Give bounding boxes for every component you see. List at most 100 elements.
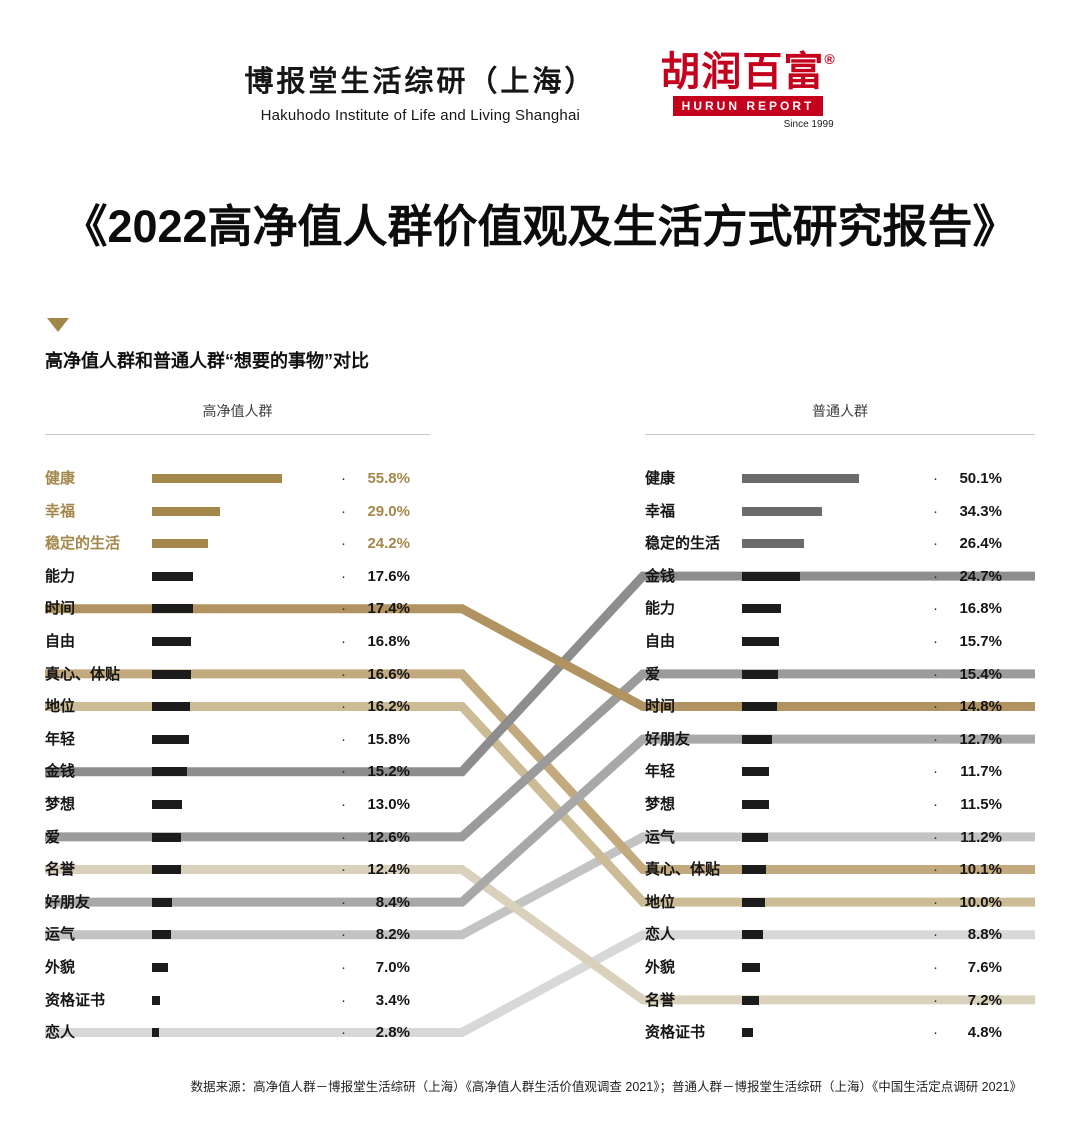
left-row-地位: 地位 · 16.2% — [45, 690, 410, 723]
separator-dot: · — [341, 796, 346, 813]
value-bar — [152, 637, 192, 646]
value-bar — [742, 637, 779, 646]
left-row-爱: 爱 · 12.6% — [45, 821, 410, 854]
value-percent: 2.8% — [375, 1024, 410, 1042]
value-percent: 3.4% — [375, 991, 410, 1009]
right-row-幸福: 幸福 · 34.3% — [645, 495, 1002, 528]
right-row-金钱: 金钱 · 24.7% — [645, 560, 1002, 593]
right-row-梦想: 梦想 · 11.5% — [645, 788, 1002, 821]
value-percent: 16.8% — [959, 600, 1002, 618]
value-bar — [742, 734, 772, 744]
separator-dot: · — [341, 535, 346, 553]
value-bar — [742, 604, 782, 614]
separator-dot: · — [341, 600, 346, 618]
separator-dot: · — [341, 633, 346, 650]
separator-dot: · — [933, 698, 938, 716]
value-percent: 34.3% — [959, 502, 1002, 520]
left-row-稳定的生活: 稳定的生活 · 24.2% — [45, 527, 410, 560]
value-percent: 7.0% — [375, 959, 410, 976]
separator-dot: · — [933, 535, 938, 553]
right-row-爱: 爱 · 15.4% — [645, 658, 1002, 691]
right-row-自由: 自由 · 15.7% — [645, 625, 1002, 658]
right-row-运气: 运气 · 11.2% — [645, 821, 1002, 854]
right-row-恋人: 恋人 · 8.8% — [645, 918, 1002, 951]
category-label: 幸福 — [645, 502, 676, 520]
right-row-稳定的生活: 稳定的生活 · 26.4% — [645, 527, 1002, 560]
left-row-能力: 能力 · 17.6% — [45, 560, 410, 593]
category-label: 真心、体贴 — [45, 665, 121, 683]
value-bar — [742, 995, 759, 1005]
separator-dot: · — [933, 991, 938, 1009]
value-percent: 29.0% — [367, 502, 410, 520]
value-bar — [742, 539, 804, 549]
data-source-note: 数据来源：高净值人群－博报堂生活综研（上海）《高净值人群生活价值观调查 2021… — [190, 1080, 1022, 1094]
value-percent: 17.4% — [367, 600, 410, 618]
category-label: 年轻 — [45, 730, 76, 748]
category-label: 地位 — [645, 893, 676, 911]
value-percent: 12.6% — [367, 828, 410, 846]
separator-dot: · — [341, 1024, 346, 1042]
category-label: 年轻 — [645, 763, 676, 781]
hakuhodo-logo: 博报堂生活综研（上海） Hakuhodo Institute of Life a… — [244, 58, 596, 124]
value-bar — [152, 1028, 159, 1038]
category-label: 恋人 — [45, 1024, 76, 1042]
value-bar — [152, 800, 183, 809]
value-bar — [742, 963, 760, 972]
category-label: 外貌 — [645, 959, 676, 976]
separator-dot: · — [341, 470, 346, 487]
value-percent: 4.8% — [967, 1024, 1002, 1042]
separator-dot: · — [341, 698, 346, 716]
value-bar — [152, 571, 193, 581]
right-row-年轻: 年轻 · 11.7% — [645, 755, 1002, 788]
link-ribbon-名誉 — [45, 865, 1035, 1005]
value-bar — [742, 897, 766, 907]
left-row-梦想: 梦想 · 13.0% — [45, 788, 410, 821]
chart-subtitle: 高净值人群和普通人群“想要的事物”对比 — [45, 351, 369, 371]
separator-dot: · — [933, 763, 938, 781]
category-label: 资格证书 — [45, 991, 106, 1009]
value-percent: 15.7% — [959, 633, 1002, 650]
value-bar — [152, 897, 172, 907]
separator-dot: · — [341, 502, 346, 520]
value-percent: 26.4% — [959, 535, 1002, 553]
category-label: 地位 — [45, 698, 76, 716]
separator-dot: · — [341, 991, 346, 1009]
hakuhodo-logo-english: Hakuhodo Institute of Life and Living Sh… — [260, 107, 581, 124]
separator-dot: · — [933, 600, 938, 618]
value-percent: 16.6% — [367, 665, 410, 683]
value-percent: 11.7% — [960, 763, 1002, 781]
right-row-能力: 能力 · 16.8% — [645, 592, 1002, 625]
right-panel-title: 普通人群 — [645, 401, 1035, 435]
value-percent: 15.2% — [367, 763, 410, 781]
category-label: 好朋友 — [645, 730, 691, 748]
separator-dot: · — [933, 1024, 938, 1042]
value-bar — [742, 767, 770, 777]
separator-dot: · — [933, 502, 938, 520]
value-percent: 8.8% — [967, 926, 1002, 944]
value-bar — [742, 571, 800, 581]
value-percent: 17.6% — [367, 567, 410, 585]
category-label: 健康 — [45, 470, 76, 487]
triangle-marker-icon — [47, 318, 69, 332]
category-label: 自由 — [45, 633, 76, 650]
category-label: 稳定的生活 — [45, 535, 121, 553]
report-title: 《2022高净值人群价值观及生活方式研究报告》 — [62, 201, 1018, 252]
separator-dot: · — [341, 763, 346, 781]
category-label: 爱 — [645, 665, 661, 683]
hakuhodo-logo-chinese: 博报堂生活综研（上海） — [244, 66, 597, 98]
value-bar — [742, 930, 763, 940]
link-ribbon-好朋友 — [45, 734, 1035, 907]
separator-dot: · — [341, 926, 346, 944]
value-percent: 10.1% — [959, 861, 1002, 879]
value-bar — [152, 832, 182, 842]
right-row-资格证书: 资格证书 · 4.8% — [645, 1016, 1002, 1049]
left-row-外貌: 外貌 · 7.0% — [45, 951, 410, 984]
value-percent: 8.4% — [375, 893, 410, 911]
hurun-logo-text: 胡润百富 — [660, 50, 825, 94]
right-row-真心、体贴: 真心、体贴 · 10.1% — [645, 853, 1002, 886]
left-row-金钱: 金钱 · 15.2% — [45, 755, 410, 788]
category-label: 真心、体贴 — [645, 861, 721, 879]
right-row-健康: 健康 · 50.1% — [645, 462, 1002, 495]
separator-dot: · — [933, 665, 938, 683]
